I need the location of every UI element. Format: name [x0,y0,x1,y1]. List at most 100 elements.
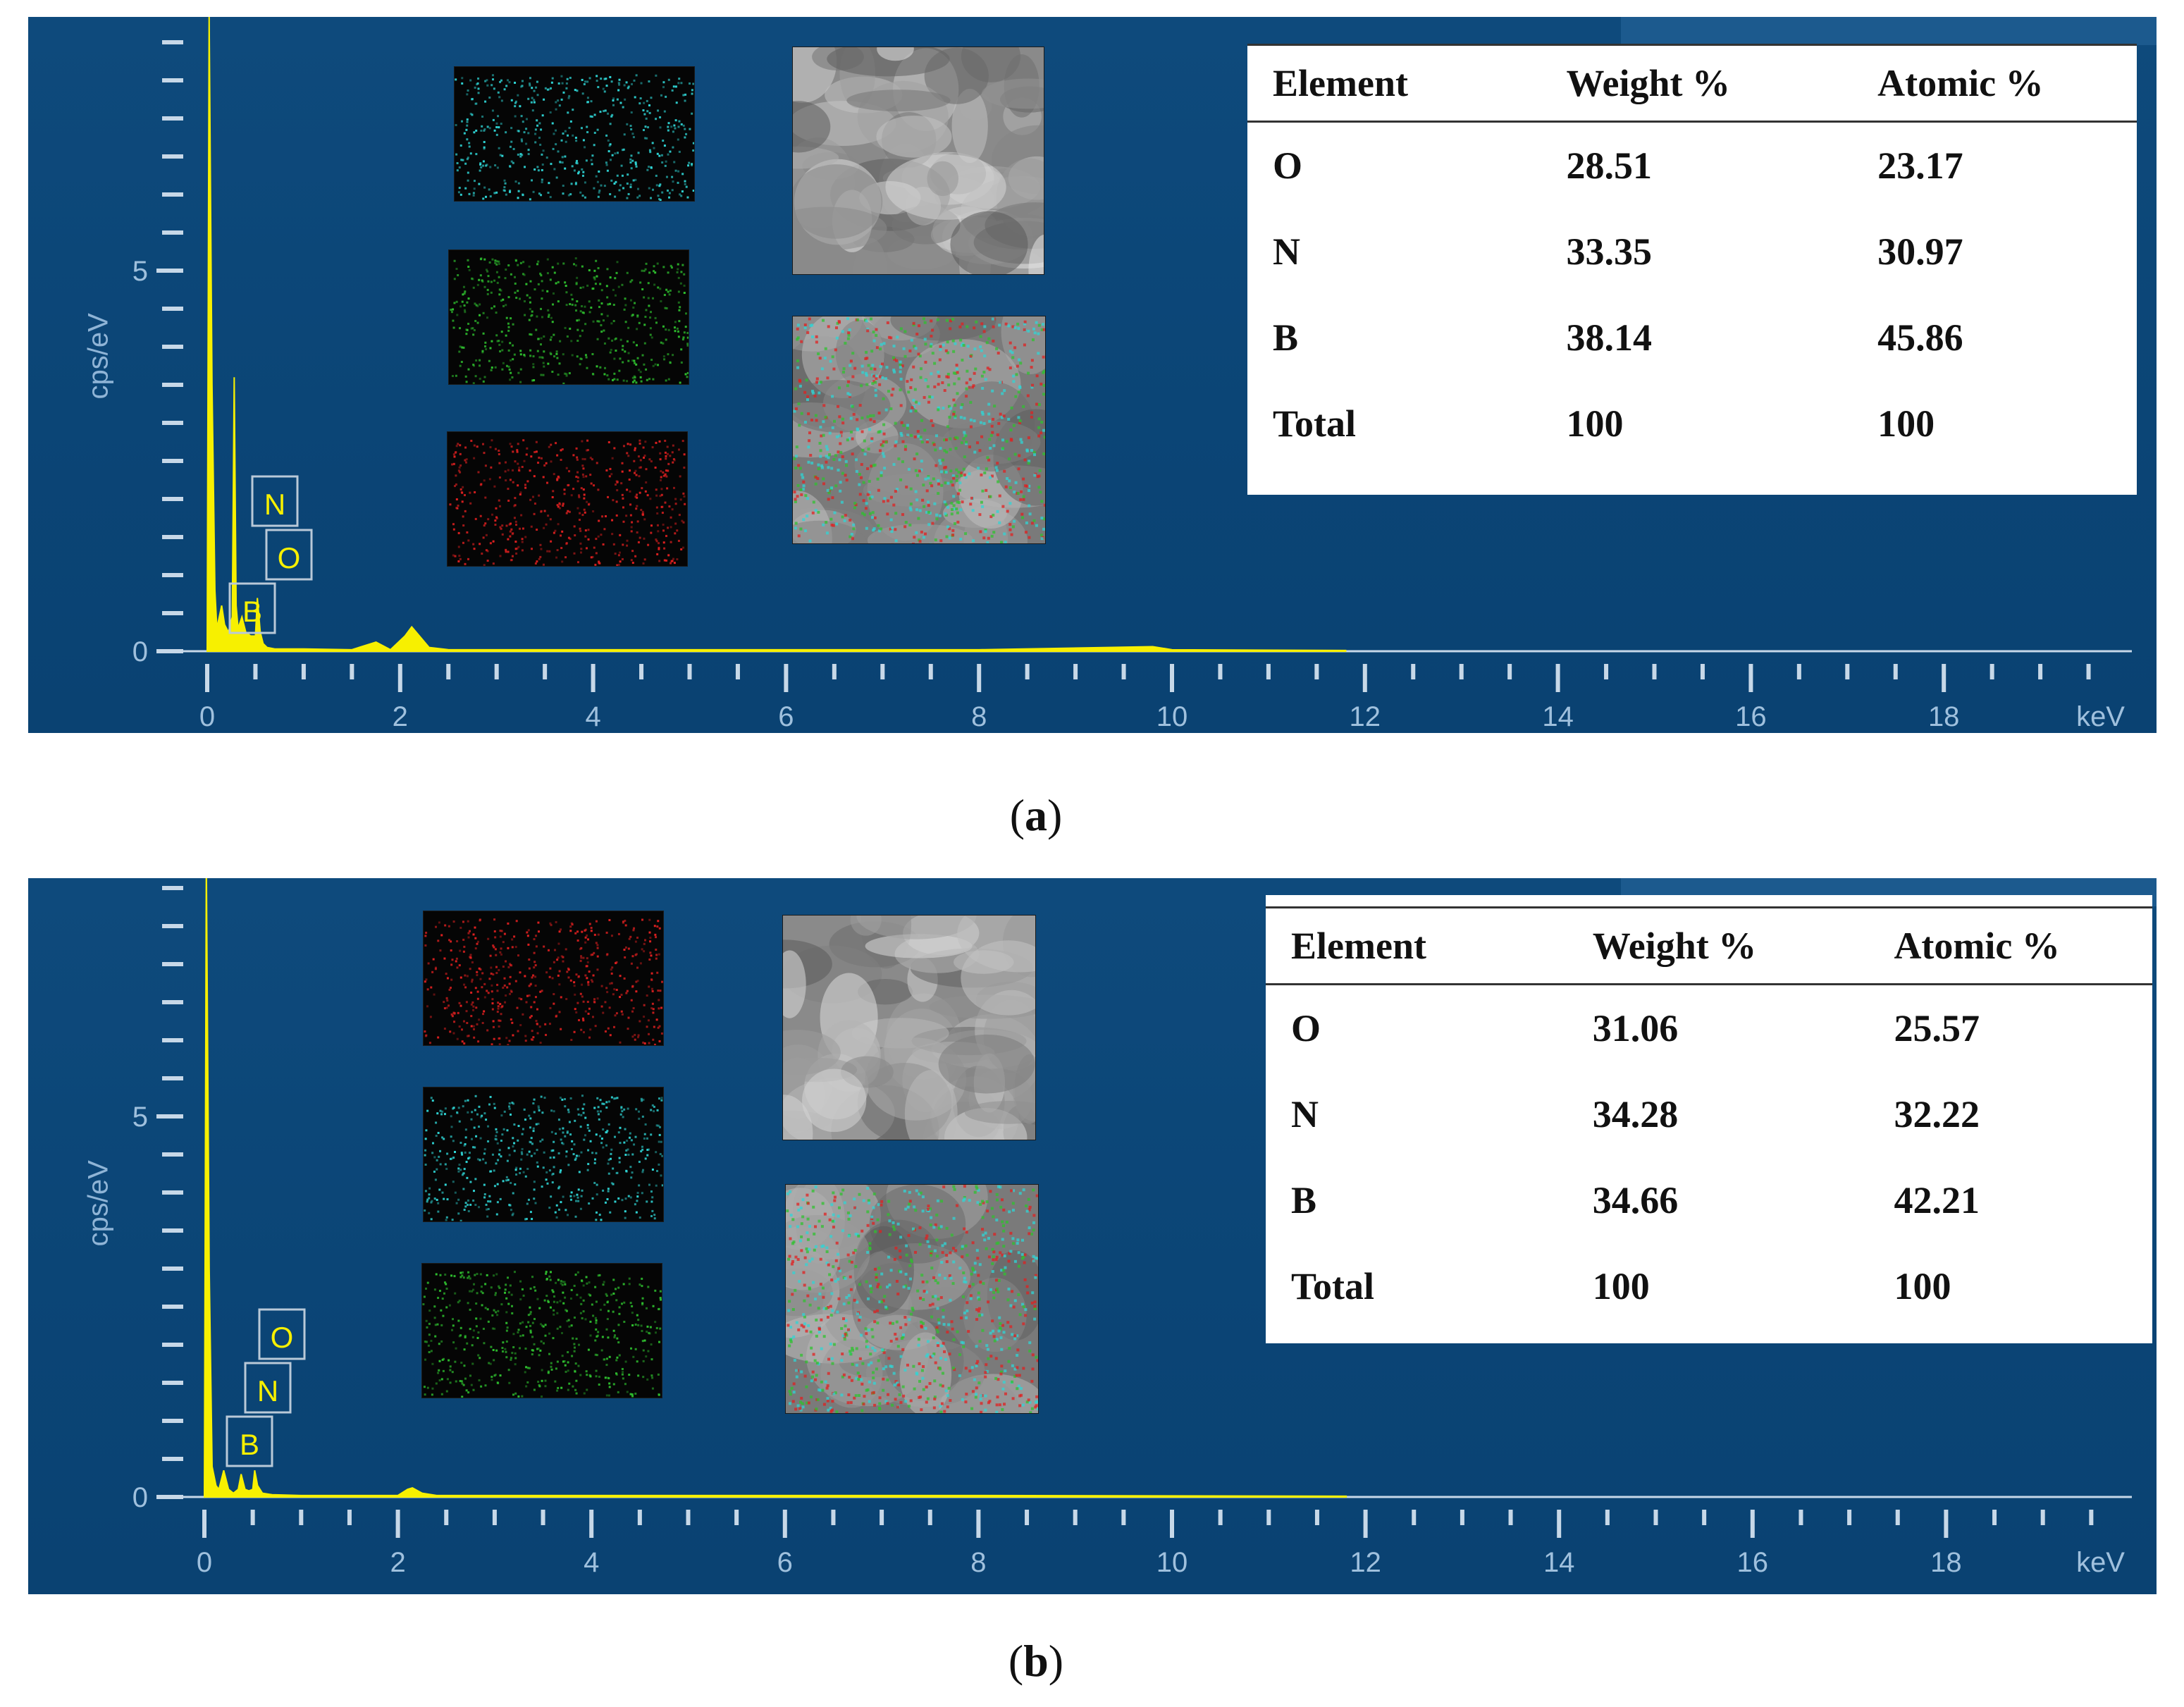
map-speckle [529,1141,532,1144]
overlay-speckle [1011,1290,1014,1293]
map-speckle [644,1123,647,1126]
map-speckle [657,1026,660,1029]
map-speckle [486,125,489,128]
map-speckle [595,1375,598,1378]
map-speckle [631,279,634,282]
overlay-speckle [870,1290,873,1294]
map-speckle [455,78,457,81]
map-speckle [437,1036,440,1039]
map-speckle [615,1288,617,1290]
map-speckle [512,323,514,326]
map-speckle [480,1290,483,1293]
map-speckle [462,486,464,488]
map-speckle [636,196,639,199]
map-speckle [424,1209,426,1212]
map-speckle [474,1274,476,1276]
map-speckle [545,1278,548,1281]
map-speckle [491,340,493,343]
map-speckle [521,85,524,87]
map-speckle [519,105,522,108]
overlay-speckle [963,455,966,459]
map-speckle [684,326,687,328]
map-speckle [629,469,631,472]
overlay-speckle [940,470,944,474]
map-speckle [571,354,574,357]
map-speckle [505,1297,508,1300]
map-speckle [473,131,476,134]
overlay-speckle [909,503,913,506]
overlay-speckle [838,434,841,438]
map-speckle [453,302,456,304]
map-speckle [499,1019,502,1022]
map-speckle [437,1131,440,1134]
overlay-speckle [880,474,883,477]
map-speckle [476,997,479,1000]
map-speckle [479,163,482,166]
map-speckle [502,986,505,989]
map-speckle [541,1185,543,1188]
overlay-speckle [832,367,836,371]
overlay-speckle [869,1284,872,1288]
map-speckle [574,534,576,537]
map-speckle [576,930,579,933]
map-speckle [596,462,598,464]
map-speckle [527,1321,530,1324]
map-speckle [510,127,513,130]
map-speckle [449,503,452,506]
map-speckle [581,1189,584,1192]
overlay-speckle [965,395,968,398]
map-speckle [608,919,611,922]
overlay-speckle [946,340,949,344]
map-speckle [580,1114,583,1116]
map-speckle [629,281,632,283]
overlay-speckle [822,433,825,437]
map-speckle [565,543,568,546]
map-speckle [491,366,493,369]
map-speckle [464,375,467,378]
map-speckle [489,446,492,449]
overlay-speckle [944,481,947,485]
element-map-1 [423,911,664,1046]
map-speckle [467,297,470,300]
map-speckle [498,1285,500,1288]
overlay-speckle [1001,392,1004,395]
overlay-speckle [853,502,857,505]
map-speckle [560,459,562,462]
overlay-speckle [929,543,932,544]
map-speckle [676,271,679,273]
overlay-speckle [884,440,888,444]
map-speckle [511,938,514,941]
overlay-speckle [806,1217,810,1221]
map-speckle [665,469,668,472]
map-speckle [458,1164,461,1166]
map-speckle [650,954,653,957]
map-speckle [437,939,440,942]
map-speckle [569,120,572,123]
element-map-3 [447,431,688,567]
overlay-speckle [794,526,797,530]
map-speckle [608,1006,611,1009]
map-speckle [574,1215,577,1218]
map-speckle [658,440,661,443]
overlay-speckle [825,445,828,448]
map-speckle [629,125,632,128]
map-speckle [605,164,608,166]
map-speckle [596,80,598,82]
map-speckle [459,1004,462,1007]
map-speckle [467,89,469,92]
overlay-speckle [922,483,925,487]
map-speckle [481,350,484,352]
overlay-speckle [1042,452,1045,456]
map-speckle [472,333,475,336]
map-speckle [529,983,532,986]
map-speckle [467,1111,469,1114]
map-speckle [495,1128,498,1130]
map-speckle [570,340,573,343]
map-speckle [472,382,475,384]
map-speckle [605,469,608,472]
map-speckle [641,1285,643,1288]
overlay-speckle [800,340,803,343]
overlay-speckle [923,321,927,324]
map-speckle [625,992,628,994]
map-speckle [588,1281,591,1284]
